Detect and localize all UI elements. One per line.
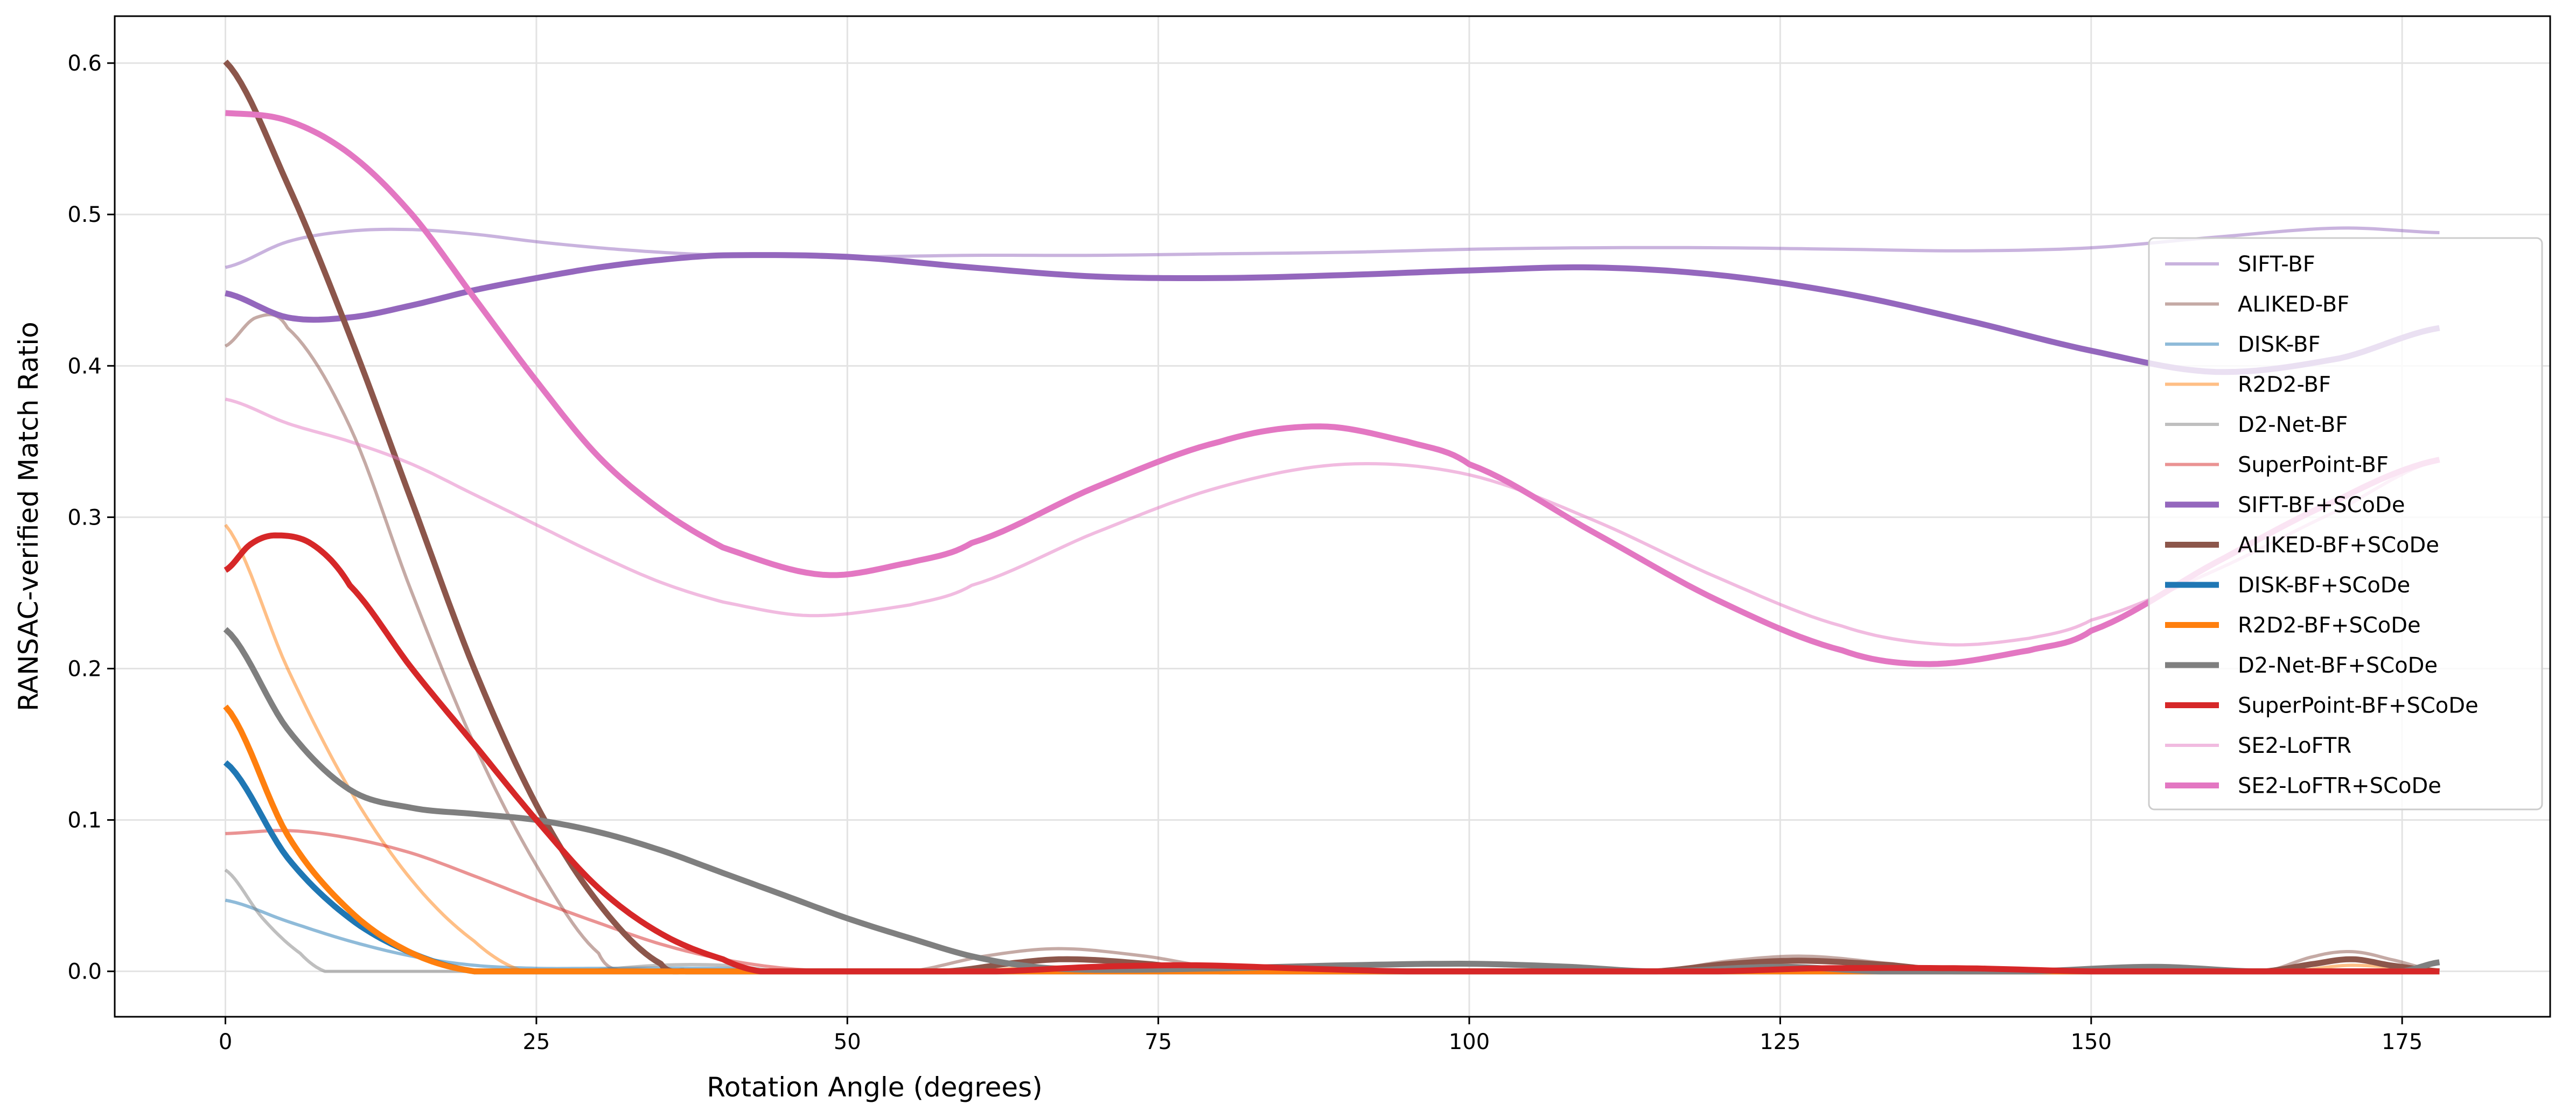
legend-label-disk-bf: DISK-BF [2238, 332, 2320, 357]
legend-label-r2d2-bf-scode: R2D2-BF+SCoDe [2238, 613, 2421, 638]
legend-label-r2d2-bf: R2D2-BF [2238, 373, 2331, 397]
legend-label-disk-bf-scode: DISK-BF+SCoDe [2238, 573, 2410, 598]
y-axis-label: RANSAC-verified Match Ratio [13, 322, 44, 711]
x-tick-label: 100 [1449, 1030, 1490, 1054]
series-line-superpoint-bf-scode [224, 532, 2440, 975]
legend-label-d2-net-bf: D2-Net-BF [2238, 413, 2348, 437]
series-line-sift-bf-scode [225, 252, 2440, 375]
x-axis-label: Rotation Angle (degrees) [707, 1072, 1042, 1103]
x-tick-label: 0 [219, 1030, 232, 1054]
y-tick-label: 0.6 [67, 51, 102, 76]
x-tick-label: 175 [2382, 1030, 2423, 1054]
y-tick-label: 0.5 [67, 202, 102, 227]
legend-label-superpoint-bf-scode: SuperPoint-BF+SCoDe [2238, 694, 2479, 718]
x-tick-label: 150 [2071, 1030, 2112, 1054]
legend-label-d2-net-bf-scode: D2-Net-BF+SCoDe [2238, 653, 2438, 678]
x-tick-label: 25 [522, 1030, 550, 1054]
legend-label-sift-bf-scode: SIFT-BF+SCoDe [2238, 493, 2405, 518]
series-line-se2-loftr-scode [225, 110, 2440, 667]
series-line-disk-bf [225, 898, 2440, 973]
x-tick-label: 50 [834, 1030, 861, 1054]
series-lines [223, 59, 2440, 975]
legend: SIFT-BF ALIKED-BF DISK-BF R2D2-BF D2-Net-BF S… [2148, 237, 2543, 810]
series-line-disk-bf-scode [223, 760, 2440, 975]
y-tick-label: 0.4 [67, 354, 102, 379]
legend-label-sift-bf: SIFT-BF [2238, 252, 2315, 277]
axis-ticks: 0 25 50 75 100 125 150 175 0.0 0.1 0.2 0.3 0.4 0.5 0.6 [67, 51, 2423, 1054]
x-tick-label: 125 [1760, 1030, 1800, 1054]
legend-label-se2-loftr-scode: SE2-LoFTR+SCoDe [2238, 774, 2441, 799]
series-line-aliked-bf [225, 313, 2440, 973]
x-tick-label: 75 [1144, 1030, 1172, 1054]
series-line-se2-loftr [225, 397, 2440, 647]
series-line-d2-net-bf-scode [223, 627, 2440, 975]
y-tick-label: 0.1 [67, 808, 102, 833]
y-tick-label: 0.3 [67, 505, 102, 530]
legend-box [2148, 237, 2543, 810]
y-tick-label: 0.0 [67, 960, 102, 984]
legend-label-aliked-bf-scode: ALIKED-BF+SCoDe [2238, 533, 2439, 558]
series-line-d2-net-bf [224, 868, 2440, 973]
legend-label-aliked-bf: ALIKED-BF [2238, 292, 2349, 317]
legend-label-superpoint-bf: SuperPoint-BF [2238, 453, 2389, 478]
y-tick-label: 0.2 [67, 656, 102, 681]
series-line-r2d2-bf [224, 523, 2440, 973]
series-line-sift-bf [225, 226, 2440, 269]
legend-label-se2-loftr: SE2-LoFTR [2238, 733, 2351, 758]
